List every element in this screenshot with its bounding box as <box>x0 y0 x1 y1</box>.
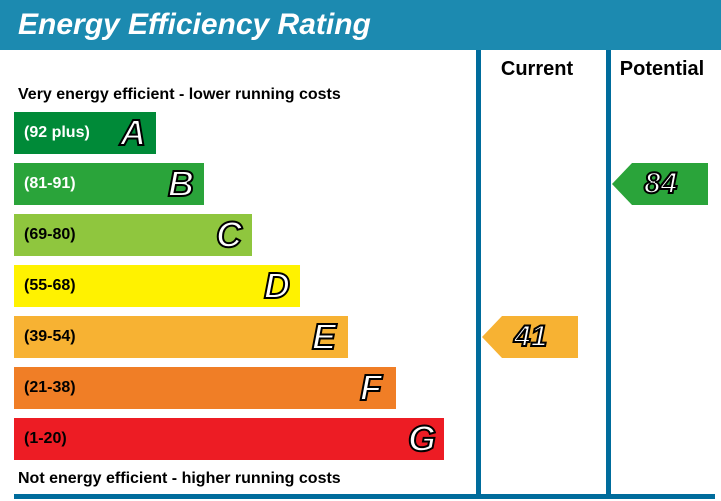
subtitle-top: Very energy efficient - lower running co… <box>18 86 341 104</box>
column-header-current: Current <box>487 58 587 81</box>
band-a: (92 plus) A <box>14 112 156 154</box>
divider-bottom <box>14 494 715 499</box>
band-range: (92 plus) <box>24 124 90 142</box>
epc-chart: Energy Efficiency Rating Very energy eff… <box>0 0 721 501</box>
band-range: (21-38) <box>24 379 76 397</box>
divider-before-current <box>476 50 481 499</box>
band-range: (39-54) <box>24 328 76 346</box>
band-letter: B <box>168 163 194 205</box>
band-range: (55-68) <box>24 277 76 295</box>
band-letter: D <box>264 265 290 307</box>
band-letter: A <box>120 112 146 154</box>
band-c: (69-80) C <box>14 214 252 256</box>
title-text: Energy Efficiency Rating <box>18 8 371 41</box>
band-range: (81-91) <box>24 175 76 193</box>
band-g: (1-20) G <box>14 418 444 460</box>
band-bar <box>14 418 444 460</box>
rating-arrow-potential: 84 <box>612 163 708 205</box>
band-letter: C <box>216 214 242 256</box>
rating-arrow-current: 41 <box>482 316 578 358</box>
band-letter: E <box>312 316 336 358</box>
band-f: (21-38) F <box>14 367 396 409</box>
subtitle-bottom: Not energy efficient - higher running co… <box>18 470 341 488</box>
column-header-potential: Potential <box>607 58 717 81</box>
band-e: (39-54) E <box>14 316 348 358</box>
band-range: (69-80) <box>24 226 76 244</box>
band-letter: F <box>360 367 382 409</box>
divider-before-potential <box>606 50 611 499</box>
band-d: (55-68) D <box>14 265 300 307</box>
rating-value-current: 41 <box>514 320 547 354</box>
band-b: (81-91) B <box>14 163 204 205</box>
band-letter: G <box>408 418 436 460</box>
band-range: (1-20) <box>24 430 67 448</box>
rating-value-potential: 84 <box>644 167 677 201</box>
title-bar: Energy Efficiency Rating <box>0 0 721 50</box>
